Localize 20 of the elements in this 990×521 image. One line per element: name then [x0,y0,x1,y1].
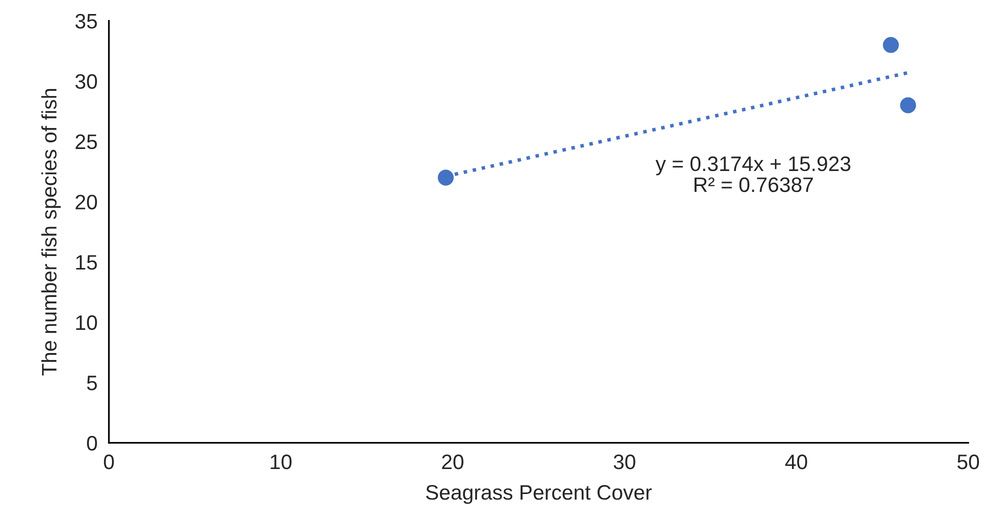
y-tick-label: 0 [87,436,97,451]
y-axis-title: The number fish species of fish [41,89,61,376]
y-tick-label: 10 [76,315,97,330]
x-tick-label: 0 [104,454,114,470]
point [438,170,454,186]
y-tick-label: 35 [75,14,97,29]
x-tick-label: 40 [785,454,808,470]
point [882,36,899,53]
y-tick-label: 20 [76,194,97,210]
y-tick-label: 30 [75,74,97,89]
x-tick-label: 10 [270,454,292,470]
x-tick-label: 50 [957,454,979,470]
x-tick-label: 30 [614,454,636,470]
annotation: y = 0.3174x + 15.923 R² = 0.76387 [656,156,850,192]
y-tick-label: 25 [76,134,97,150]
y-tick-label: 15 [76,255,97,270]
x-tick-label: 20 [442,454,464,470]
point [900,97,916,114]
x-axis-title: Seagrass Percent Cover [426,485,652,504]
y-tick-label: 5 [87,376,97,390]
